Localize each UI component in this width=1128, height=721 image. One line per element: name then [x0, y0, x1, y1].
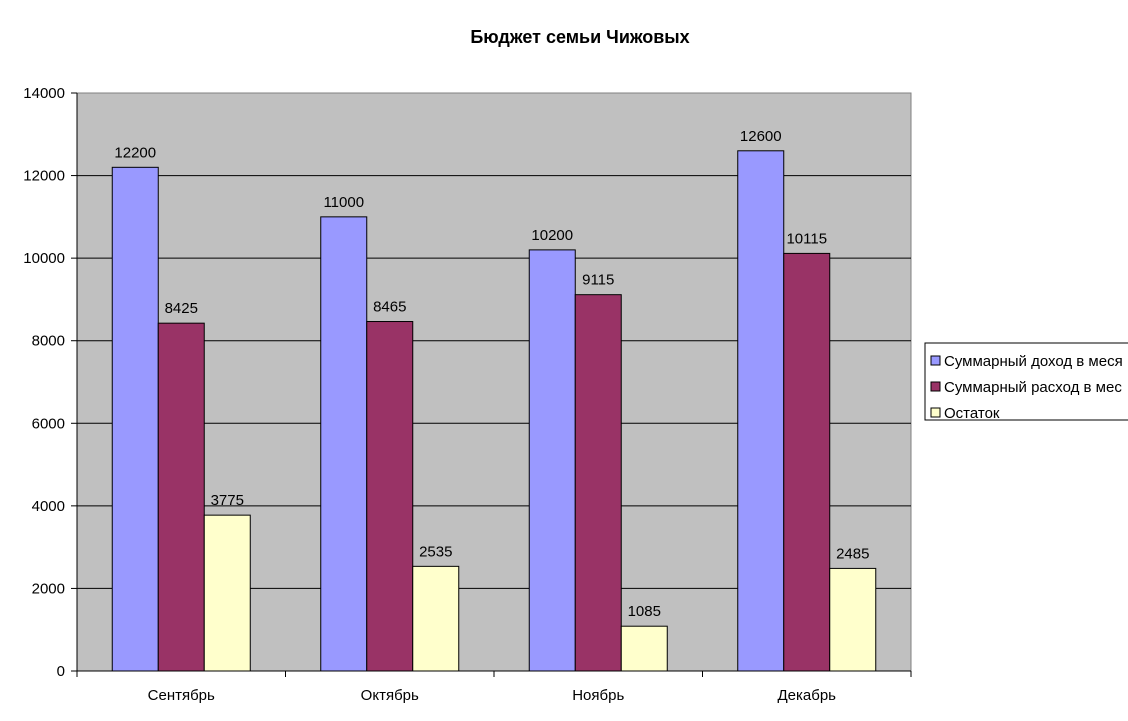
bar — [157, 322, 205, 672]
x-tick-label: Сентябрь — [148, 687, 215, 704]
legend-box — [924, 342, 1128, 421]
bars — [111, 150, 877, 672]
legend: Суммарный доход в меся Суммарный расход в… — [924, 342, 1128, 422]
chart-title: Бюджет семьи Чижовых — [470, 27, 689, 47]
bar — [366, 321, 414, 672]
data-label: 2485 — [836, 545, 869, 562]
bar — [737, 150, 785, 672]
legend-label: Остаток — [944, 405, 1000, 422]
legend-label: Суммарный доход в меся — [944, 353, 1123, 370]
data-label: 9115 — [582, 272, 614, 289]
bar — [528, 249, 576, 672]
bar — [620, 625, 668, 672]
bar — [829, 567, 877, 672]
legend-swatch — [930, 407, 941, 418]
y-tick-label: 0 — [57, 663, 65, 680]
y-tick-label: 10000 — [23, 250, 65, 267]
legend-label: Суммарный расход в мес — [944, 379, 1122, 396]
x-tick-label: Ноябрь — [572, 687, 624, 704]
bar — [203, 514, 251, 672]
axes: 0 2000 4000 6000 8000 10000 12000 14000 Сентябрь… — [23, 85, 912, 704]
bar — [412, 565, 460, 672]
y-tick-label: 12000 — [23, 168, 65, 185]
bar — [320, 216, 368, 672]
y-tick-label: 14000 — [23, 85, 65, 102]
x-tick-label: Декабрь — [778, 687, 837, 704]
legend-swatch — [930, 381, 941, 392]
y-tick-label: 4000 — [32, 498, 65, 515]
data-label: 12600 — [740, 128, 782, 145]
y-tick-label: 8000 — [32, 333, 65, 350]
data-label: 3775 — [211, 492, 244, 509]
y-tick-label: 6000 — [32, 415, 65, 432]
data-label: 8425 — [165, 300, 198, 317]
data-label: 2535 — [419, 543, 452, 560]
data-label: 12200 — [114, 144, 156, 161]
data-label: 1085 — [628, 603, 661, 620]
data-label: 10200 — [531, 227, 573, 244]
y-tick-label: 2000 — [32, 580, 65, 597]
bar — [111, 166, 159, 672]
data-label: 11000 — [323, 194, 364, 211]
bar — [783, 252, 831, 672]
bar — [574, 294, 622, 672]
data-labels: 12200 8425 3775 11000 8465 2535 10200 9115 1085 1… — [114, 128, 869, 620]
data-label: 8465 — [373, 299, 406, 316]
legend-swatch — [930, 355, 941, 366]
x-tick-label: Октябрь — [361, 687, 419, 704]
data-label: 10115 — [786, 230, 827, 247]
